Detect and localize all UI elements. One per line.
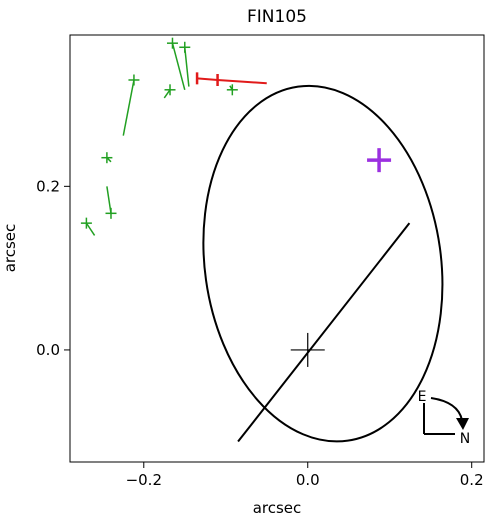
predicted-position-marker xyxy=(367,148,392,173)
compass-east-label: E xyxy=(418,389,427,405)
measurement-point-5 xyxy=(166,37,178,49)
y-axis-label: arcsec xyxy=(1,224,19,273)
compass: E N xyxy=(418,389,471,447)
x-tick-label-2: 0.2 xyxy=(460,471,484,489)
line-of-nodes xyxy=(237,222,411,443)
measurement-point-1 xyxy=(105,207,117,219)
residual-line-3 xyxy=(122,79,135,136)
y-tick-label-1: 0.2 xyxy=(36,177,60,195)
x-tick-label-1: 0.0 xyxy=(296,471,320,489)
primary-star-marker xyxy=(290,332,325,367)
x-axis-label: arcsec xyxy=(253,499,302,517)
x-axis: −0.2 0.0 0.2 xyxy=(126,462,484,489)
recent-track xyxy=(196,77,267,85)
compass-arrow-head xyxy=(456,418,469,430)
x-tick-label-0: −0.2 xyxy=(126,471,162,489)
orbit-ellipse xyxy=(202,84,444,443)
measurement-point-4 xyxy=(164,84,176,96)
y-axis: 0.0 0.2 xyxy=(36,177,70,359)
chart-title: FIN105 xyxy=(247,7,307,27)
residual-line-4 xyxy=(163,89,171,99)
residual-line-6 xyxy=(184,47,190,87)
measurement-point-6 xyxy=(179,41,191,53)
residual-line-0 xyxy=(85,222,96,236)
plot-frame xyxy=(69,34,485,463)
measurement-point-2 xyxy=(101,152,113,164)
y-tick-label-0: 0.0 xyxy=(36,341,60,359)
plot-area xyxy=(80,37,444,443)
residual-line-5 xyxy=(171,42,186,90)
compass-arrow-arc xyxy=(430,397,463,421)
compass-north-label: N xyxy=(460,431,470,447)
measurement-point-3 xyxy=(128,74,140,86)
measurement-point-7 xyxy=(226,84,238,96)
measurement-point-0 xyxy=(80,217,92,229)
